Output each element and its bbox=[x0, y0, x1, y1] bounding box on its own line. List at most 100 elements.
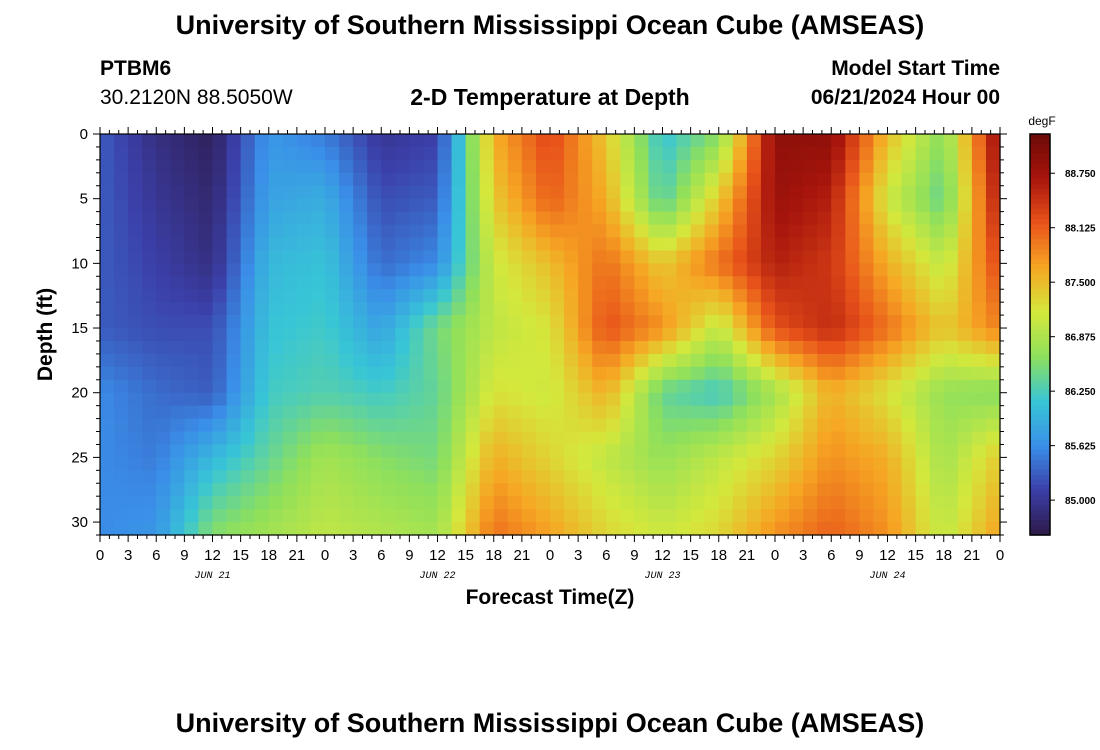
heatmap-cell bbox=[578, 198, 593, 213]
heatmap-cell bbox=[971, 224, 987, 239]
colorbar-segment bbox=[1030, 434, 1050, 441]
heatmap-cell bbox=[732, 315, 748, 329]
heatmap-cell bbox=[564, 353, 579, 368]
heatmap-cell bbox=[268, 315, 284, 329]
y-tick-label: 30 bbox=[71, 514, 88, 531]
heatmap-cell bbox=[620, 496, 635, 510]
heatmap-cell bbox=[451, 185, 467, 200]
colorbar-segment bbox=[1030, 314, 1050, 321]
heatmap-cell bbox=[465, 276, 481, 290]
colorbar-unit-label: degF bbox=[1028, 114, 1055, 128]
heatmap-cell bbox=[156, 315, 171, 329]
heatmap-cell bbox=[395, 263, 410, 277]
heatmap-cell bbox=[100, 457, 115, 471]
heatmap-cell bbox=[521, 366, 537, 381]
heatmap-cell bbox=[746, 392, 762, 407]
heatmap-cell bbox=[690, 366, 706, 381]
heatmap-cell bbox=[507, 198, 523, 213]
heatmap-cell bbox=[128, 172, 143, 187]
heatmap-cell bbox=[451, 134, 467, 148]
heatmap-cell bbox=[718, 379, 734, 394]
heatmap-cell bbox=[451, 146, 467, 161]
heatmap-cell bbox=[282, 185, 298, 200]
heatmap-cell bbox=[212, 353, 228, 368]
heatmap-cell bbox=[381, 276, 396, 290]
heatmap-cell bbox=[100, 405, 115, 420]
heatmap-cell bbox=[901, 392, 917, 407]
heatmap-cell bbox=[381, 328, 396, 342]
heatmap-cell bbox=[395, 483, 410, 497]
heatmap-cell bbox=[971, 172, 987, 187]
heatmap-cell bbox=[746, 172, 762, 187]
heatmap-cell bbox=[240, 483, 256, 497]
heatmap-cell bbox=[409, 470, 425, 484]
heatmap-cell bbox=[564, 146, 579, 161]
heatmap-cell bbox=[943, 185, 959, 200]
heatmap-cell bbox=[901, 470, 917, 484]
heatmap-cell bbox=[943, 366, 959, 381]
heatmap-cell bbox=[620, 276, 635, 290]
heatmap-cell bbox=[704, 522, 720, 536]
heatmap-cell bbox=[282, 146, 298, 161]
heatmap-cell bbox=[353, 224, 368, 239]
heatmap-cell bbox=[971, 146, 987, 161]
heatmap-cell bbox=[915, 418, 931, 433]
heatmap-cell bbox=[310, 198, 326, 213]
heatmap-cell bbox=[817, 211, 832, 226]
heatmap-cell bbox=[535, 146, 551, 161]
heatmap-cell bbox=[353, 366, 368, 381]
heatmap-cell bbox=[957, 328, 973, 342]
heatmap-cell bbox=[423, 353, 439, 368]
heatmap-cell bbox=[845, 328, 860, 342]
heatmap-cell bbox=[339, 509, 354, 523]
colorbar-segment bbox=[1030, 274, 1050, 280]
colorbar-segment bbox=[1030, 424, 1050, 431]
colorbar-segment bbox=[1030, 259, 1050, 265]
heatmap-cell bbox=[704, 159, 720, 174]
heatmap-cell bbox=[114, 237, 129, 252]
heatmap-cell bbox=[367, 496, 382, 510]
heatmap-cell bbox=[957, 185, 973, 200]
heatmap-cell bbox=[592, 418, 607, 433]
heatmap-cell bbox=[465, 146, 481, 161]
heatmap-cell bbox=[985, 392, 1001, 407]
heatmap-cell bbox=[971, 276, 987, 290]
heatmap-cell bbox=[535, 328, 551, 342]
y-axis-label: Depth (ft) bbox=[34, 288, 57, 381]
heatmap-cell bbox=[240, 509, 256, 523]
heatmap-cell bbox=[325, 366, 340, 381]
heatmap-cell bbox=[226, 392, 242, 407]
heatmap-cell bbox=[746, 353, 762, 368]
heatmap-cell bbox=[760, 353, 776, 368]
heatmap-cell bbox=[226, 250, 242, 264]
heatmap-cell bbox=[339, 263, 354, 277]
heatmap-cell bbox=[325, 211, 340, 226]
heatmap-cell bbox=[606, 431, 621, 446]
heatmap-cell bbox=[156, 172, 171, 187]
heatmap-cell bbox=[535, 172, 551, 187]
heatmap-cell bbox=[550, 237, 565, 252]
heatmap-cell bbox=[170, 146, 185, 161]
heatmap-cell bbox=[226, 340, 242, 355]
colorbar-segment bbox=[1030, 464, 1050, 471]
heatmap-cell bbox=[704, 302, 720, 316]
heatmap-cell bbox=[268, 509, 284, 523]
heatmap-cell bbox=[606, 159, 621, 174]
heatmap-cell bbox=[282, 237, 298, 252]
heatmap-cell bbox=[760, 379, 776, 394]
heatmap-cell bbox=[718, 224, 734, 239]
heatmap-cell bbox=[817, 315, 832, 329]
heatmap-cell bbox=[465, 457, 481, 471]
heatmap-cell bbox=[339, 159, 354, 174]
heatmap-cell bbox=[423, 276, 439, 290]
heatmap-cell bbox=[325, 134, 340, 148]
colorbar-segment bbox=[1030, 469, 1050, 476]
heatmap-cell bbox=[114, 224, 129, 239]
heatmap-cell bbox=[648, 340, 664, 355]
heatmap-cell bbox=[156, 134, 171, 148]
heatmap-cell bbox=[212, 340, 228, 355]
heatmap-cell bbox=[817, 146, 832, 161]
heatmap-cell bbox=[339, 185, 354, 200]
heatmap-cell bbox=[381, 353, 396, 368]
heatmap-cell bbox=[648, 263, 664, 277]
